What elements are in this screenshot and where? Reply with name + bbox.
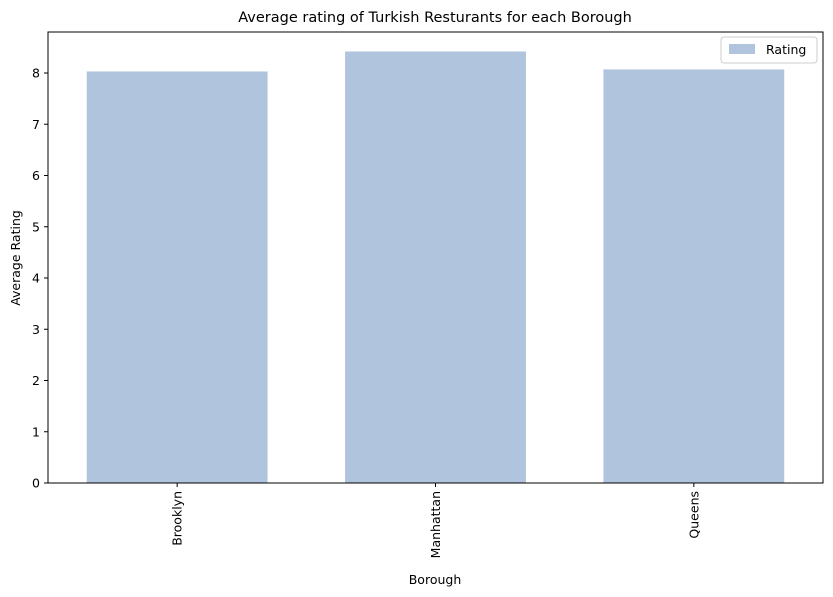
y-tick-label: 2 bbox=[32, 373, 40, 388]
legend-swatch-rating bbox=[729, 44, 755, 54]
y-tick-label: 1 bbox=[32, 424, 40, 439]
plot-frame bbox=[47, 31, 824, 484]
y-tick-label: 8 bbox=[32, 66, 40, 81]
y-tick-label: 7 bbox=[32, 117, 40, 132]
bars bbox=[86, 51, 785, 484]
y-tick-label: 5 bbox=[32, 219, 40, 234]
y-tick-label: 6 bbox=[32, 168, 40, 183]
x-tick-label: Brooklyn bbox=[170, 491, 185, 546]
bar-manhattan bbox=[345, 51, 526, 483]
x-tick-label: Queens bbox=[686, 491, 701, 539]
y-axis-ticks: 0 1 2 3 4 5 6 7 8 bbox=[32, 66, 48, 491]
x-axis-ticks: Brooklyn Manhattan Queens bbox=[170, 483, 701, 558]
legend-label-rating: Rating bbox=[766, 42, 806, 57]
y-tick-label: 3 bbox=[32, 322, 40, 337]
chart-title: Average rating of Turkish Resturants for… bbox=[238, 10, 632, 26]
y-axis-label: Average Rating bbox=[8, 210, 23, 306]
bar-brooklyn bbox=[86, 71, 268, 484]
y-tick-label: 4 bbox=[32, 271, 40, 286]
x-tick-label: Manhattan bbox=[428, 491, 443, 558]
bar-queens bbox=[603, 69, 785, 483]
x-axis-label: Borough bbox=[409, 572, 462, 587]
legend-box bbox=[720, 36, 818, 64]
legend: Rating bbox=[720, 36, 818, 64]
y-tick-label: 0 bbox=[32, 476, 40, 491]
